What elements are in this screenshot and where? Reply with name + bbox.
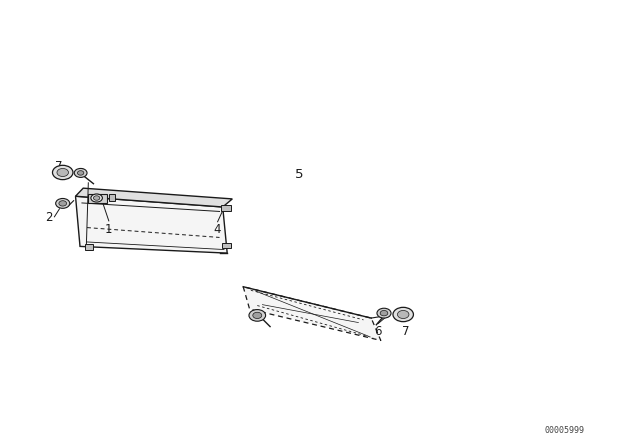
Circle shape xyxy=(77,171,84,175)
Text: 7: 7 xyxy=(55,160,63,173)
Polygon shape xyxy=(85,244,93,250)
Circle shape xyxy=(397,310,409,319)
Polygon shape xyxy=(76,196,227,253)
Text: 2: 2 xyxy=(45,211,52,224)
Circle shape xyxy=(91,194,102,202)
Circle shape xyxy=(57,168,68,177)
Text: 5: 5 xyxy=(295,168,304,181)
Text: 4: 4 xyxy=(214,223,221,236)
Circle shape xyxy=(74,168,87,177)
Circle shape xyxy=(377,308,391,318)
Circle shape xyxy=(52,165,73,180)
Polygon shape xyxy=(88,194,107,203)
Polygon shape xyxy=(76,188,232,207)
Circle shape xyxy=(380,310,388,316)
Circle shape xyxy=(253,312,262,319)
Text: 7: 7 xyxy=(402,325,410,338)
Polygon shape xyxy=(109,194,115,201)
Circle shape xyxy=(93,196,100,200)
Text: 6: 6 xyxy=(374,325,382,338)
Polygon shape xyxy=(222,243,231,248)
Text: 1: 1 xyxy=(105,223,113,236)
Circle shape xyxy=(59,201,67,206)
Text: 3: 3 xyxy=(77,167,85,180)
Circle shape xyxy=(249,310,266,321)
Circle shape xyxy=(56,198,70,208)
Polygon shape xyxy=(221,205,231,211)
Polygon shape xyxy=(243,287,381,340)
Circle shape xyxy=(393,307,413,322)
Text: 00005999: 00005999 xyxy=(545,426,584,435)
